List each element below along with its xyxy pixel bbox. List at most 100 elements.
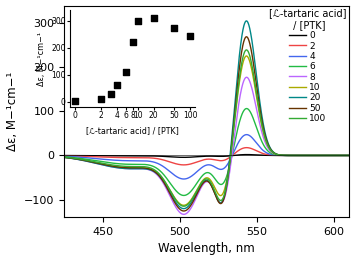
20: [339, 154, 343, 157]
Line: 10: 10: [64, 56, 349, 205]
2: [347, 154, 351, 157]
6: [201, 173, 205, 176]
20: [181, 207, 186, 210]
10: [181, 204, 186, 207]
100: [182, 205, 186, 208]
Y-axis label: Δε, M−¹cm−¹: Δε, M−¹cm−¹: [6, 72, 18, 151]
8: [347, 154, 351, 157]
8: [287, 154, 291, 157]
0: [62, 154, 66, 157]
50: [347, 154, 351, 157]
2: [339, 154, 344, 157]
50: [287, 154, 291, 157]
100: [62, 156, 66, 159]
10: [244, 54, 248, 57]
50: [62, 156, 66, 159]
4: [245, 133, 249, 136]
8: [182, 213, 186, 216]
10: [62, 156, 66, 159]
0: [339, 154, 343, 157]
6: [347, 154, 351, 157]
6: [193, 184, 198, 187]
4: [201, 165, 205, 168]
4: [77, 156, 81, 159]
10: [77, 158, 81, 161]
Line: 6: 6: [64, 109, 349, 195]
50: [193, 195, 198, 198]
10: [193, 191, 198, 194]
Line: 4: 4: [64, 135, 349, 179]
4: [339, 154, 343, 157]
0: [339, 154, 344, 157]
6: [77, 157, 81, 160]
Line: 2: 2: [64, 148, 349, 165]
0: [287, 154, 291, 157]
8: [245, 76, 249, 79]
10: [347, 154, 351, 157]
2: [287, 154, 291, 157]
0: [193, 155, 198, 158]
0: [182, 156, 186, 159]
4: [62, 155, 66, 158]
2: [201, 158, 205, 162]
10: [201, 179, 205, 182]
50: [339, 154, 343, 157]
0: [201, 155, 205, 158]
50: [77, 158, 81, 161]
20: [77, 158, 81, 161]
8: [77, 158, 81, 161]
Line: 100: 100: [64, 50, 349, 206]
100: [287, 154, 291, 157]
0: [245, 153, 249, 156]
20: [287, 154, 291, 157]
Line: 20: 20: [64, 21, 349, 209]
8: [339, 154, 344, 157]
6: [339, 154, 344, 157]
Line: 0: 0: [64, 155, 349, 157]
4: [339, 154, 344, 157]
2: [193, 161, 198, 164]
100: [193, 192, 198, 195]
4: [287, 154, 291, 157]
8: [201, 183, 205, 186]
2: [182, 163, 186, 167]
2: [245, 146, 249, 149]
20: [62, 156, 66, 159]
6: [62, 155, 66, 158]
100: [77, 157, 81, 161]
20: [339, 154, 344, 157]
8: [193, 198, 198, 201]
6: [287, 154, 291, 157]
2: [77, 155, 81, 158]
20: [193, 193, 198, 197]
2: [62, 154, 66, 157]
100: [244, 48, 248, 51]
Line: 50: 50: [64, 37, 349, 211]
0: [77, 154, 81, 157]
8: [62, 156, 66, 159]
4: [182, 177, 186, 181]
X-axis label: Wavelength, nm: Wavelength, nm: [158, 242, 255, 256]
50: [201, 182, 205, 185]
100: [339, 154, 343, 157]
50: [244, 35, 248, 38]
50: [182, 209, 186, 212]
20: [244, 19, 248, 22]
100: [347, 154, 351, 157]
4: [193, 171, 198, 175]
50: [339, 154, 344, 157]
10: [339, 154, 344, 157]
Line: 8: 8: [64, 77, 349, 214]
4: [347, 154, 351, 157]
0: [347, 154, 351, 157]
Legend: 0, 2, 4, 6, 8, 10, 20, 50, 100: 0, 2, 4, 6, 8, 10, 20, 50, 100: [268, 7, 348, 124]
8: [339, 154, 343, 157]
6: [245, 107, 249, 110]
10: [339, 154, 343, 157]
100: [339, 154, 344, 157]
2: [339, 154, 343, 157]
20: [347, 154, 351, 157]
6: [339, 154, 343, 157]
100: [201, 179, 205, 182]
10: [287, 154, 291, 157]
